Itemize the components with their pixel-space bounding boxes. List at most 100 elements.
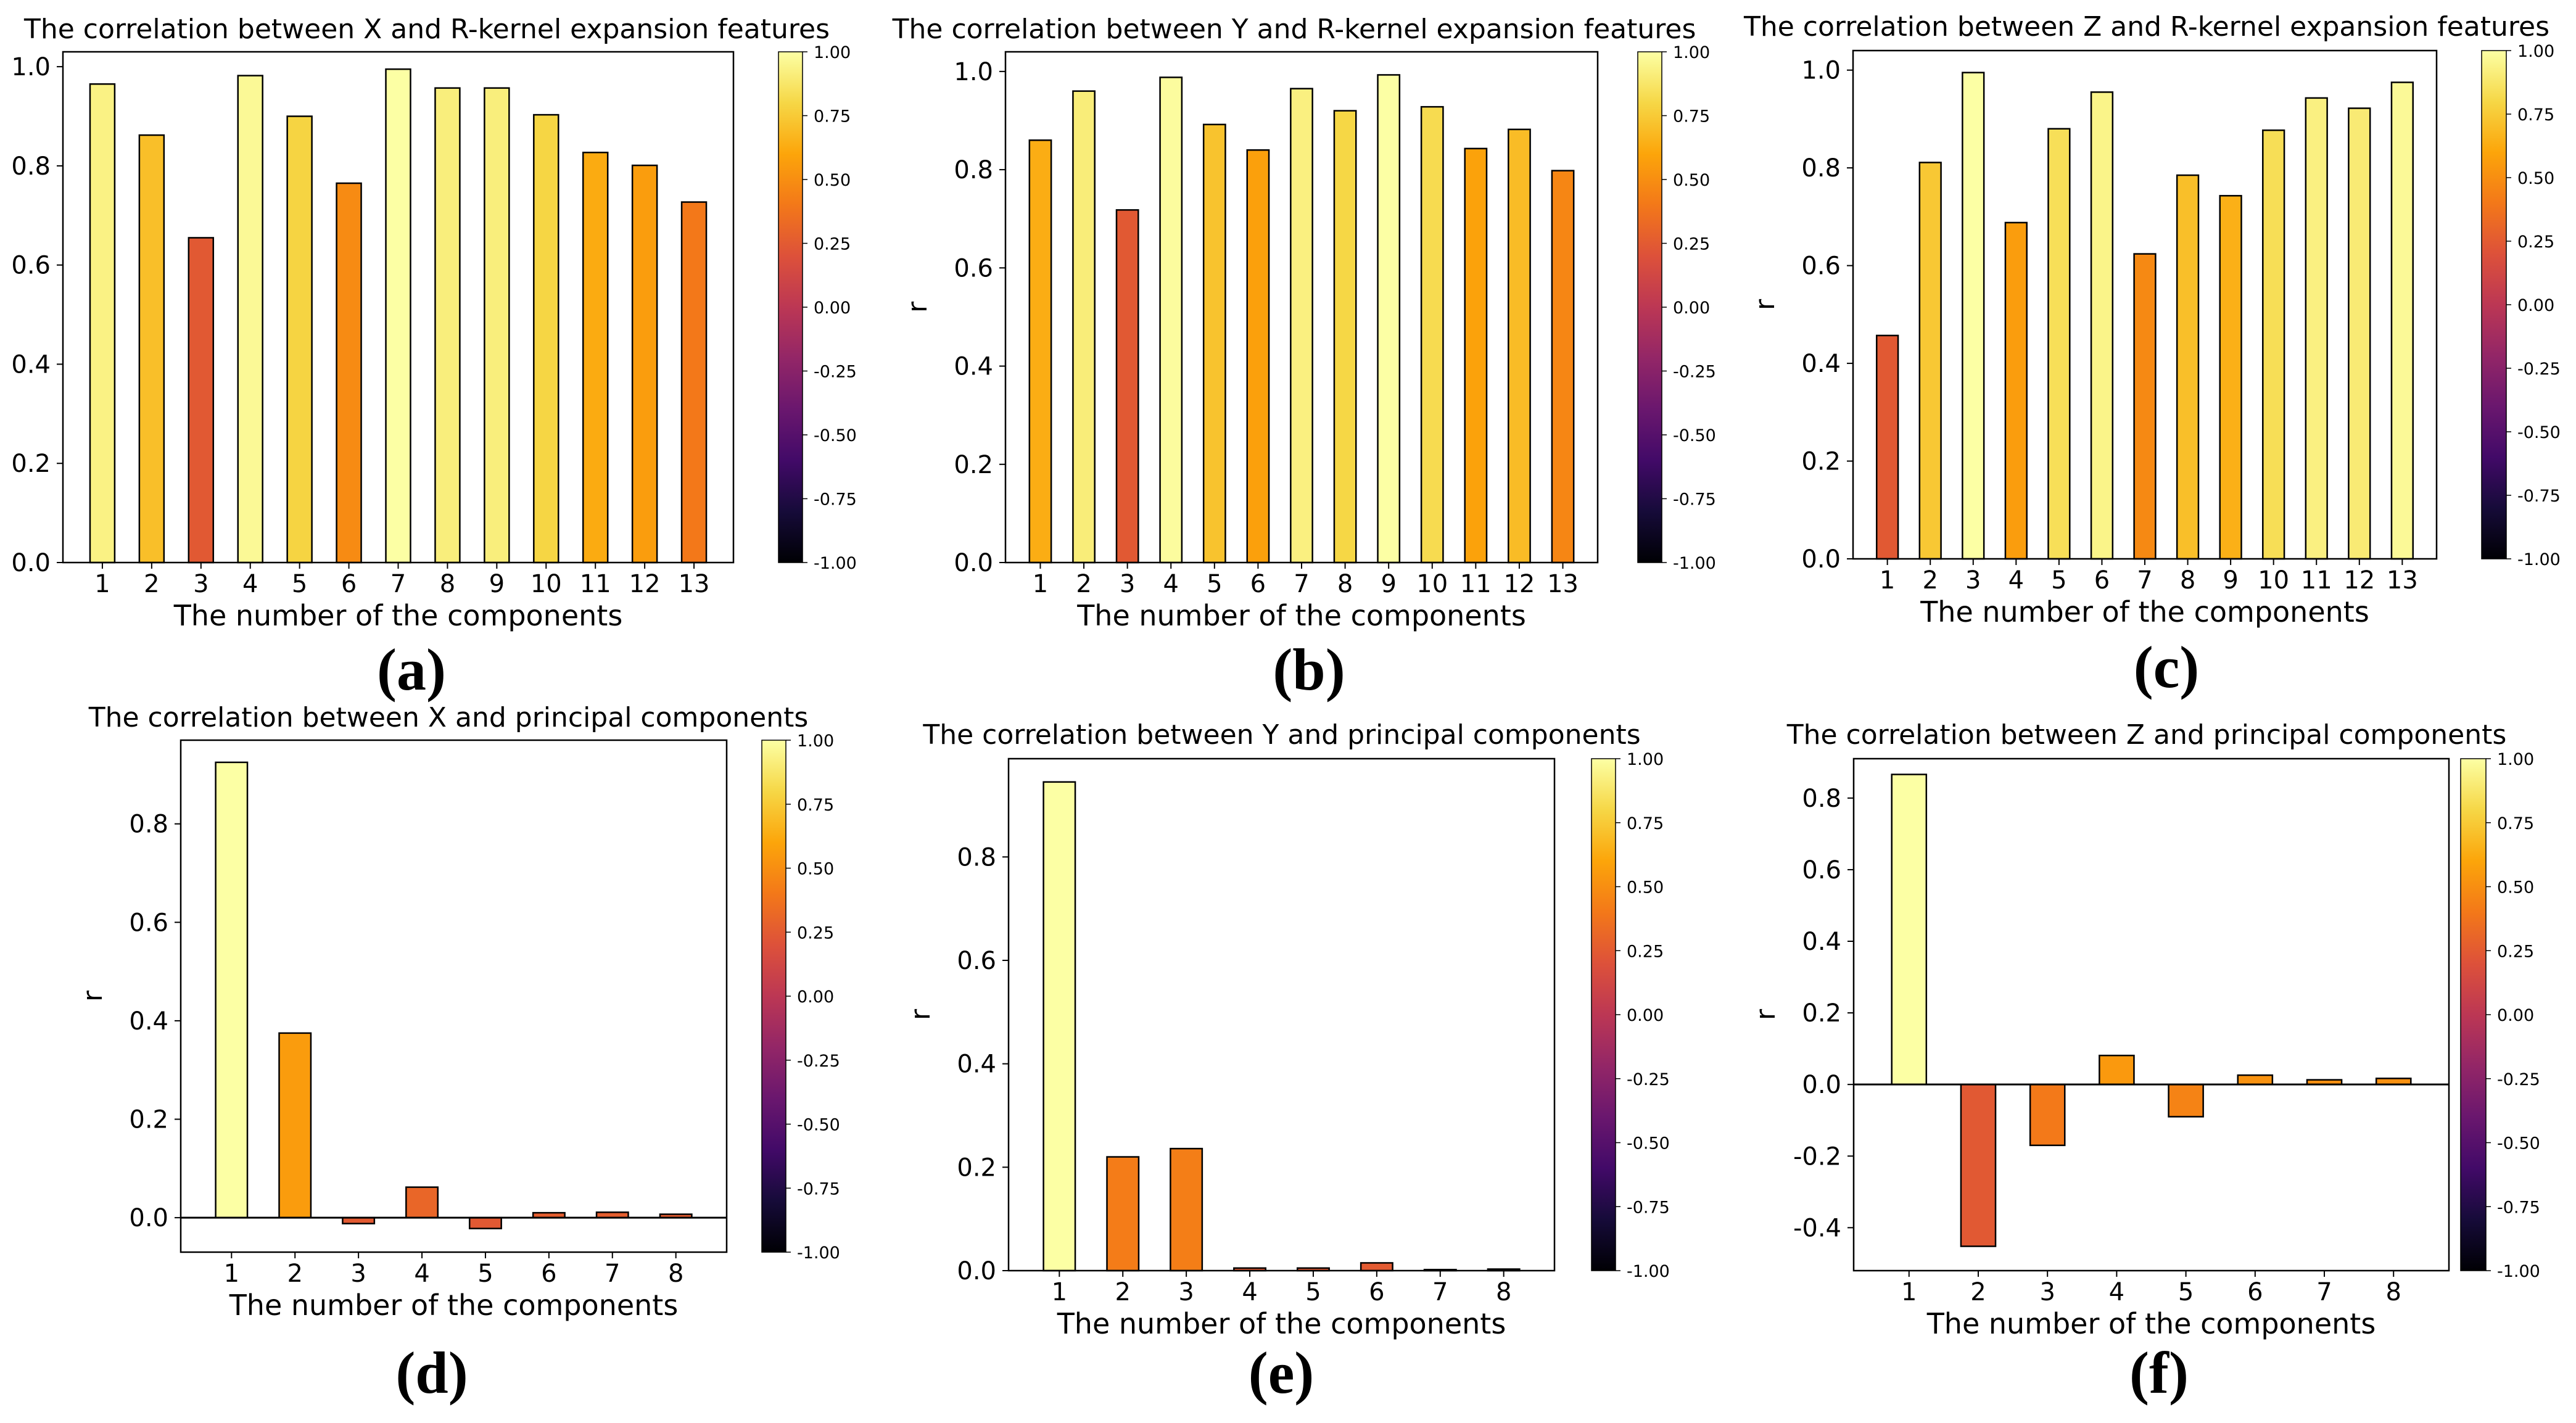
x-axis-label: The number of the components (1926, 1307, 2376, 1340)
x-tick-label: 9 (1381, 570, 1396, 598)
x-tick-label: 3 (1965, 566, 1981, 595)
y-axis-label: r (1749, 299, 1781, 310)
colorbar-tick-label: 1.00 (1627, 750, 1664, 769)
x-tick-label: 8 (1337, 570, 1353, 598)
colorbar (1591, 758, 1616, 1271)
x-tick-label: 3 (1120, 570, 1135, 598)
colorbar-tick-label: 1.00 (814, 43, 851, 62)
colorbar (778, 51, 803, 563)
bar-2 (1106, 1156, 1140, 1272)
bar-2 (1960, 1083, 1997, 1247)
y-axis-label: r (77, 990, 109, 1002)
x-tick-label: 13 (1547, 570, 1579, 598)
x-tick-label: 2 (1970, 1278, 1986, 1306)
colorbar-tick-label: -0.75 (1673, 490, 1716, 509)
axes-frame (62, 51, 735, 564)
bar-11 (2305, 97, 2328, 560)
x-tick-label: 5 (477, 1260, 493, 1288)
y-tick-label: 0.2 (954, 451, 993, 479)
bar-9 (2219, 195, 2242, 560)
panel-label: (d) (395, 1340, 468, 1406)
x-tick-label: 8 (2180, 566, 2195, 595)
colorbar (761, 740, 786, 1253)
y-tick-label: 1.0 (1801, 57, 1841, 85)
y-tick-label: 0.8 (1802, 785, 1841, 813)
colorbar-tick-label: 1.00 (2517, 42, 2554, 61)
bar-13 (2390, 81, 2414, 560)
panel-label: (f) (2129, 1340, 2189, 1406)
x-tick-label: 1 (1880, 566, 1895, 595)
colorbar-tick-label: 0.25 (797, 923, 834, 942)
y-tick-label: 0.4 (1801, 350, 1841, 378)
bar-5 (2168, 1083, 2204, 1118)
colorbar-tick-label: 0.00 (2497, 1006, 2534, 1025)
colorbar-tick-label: -0.50 (1673, 426, 1716, 445)
panel-b: The correlation between Y and R-kernel e… (892, 14, 1716, 703)
x-tick-label: 4 (2008, 566, 2024, 595)
y-tick-label: 0.6 (1802, 856, 1841, 885)
bar-8 (1333, 110, 1357, 564)
panel-f: The correlation between Z and principal … (1750, 719, 2540, 1406)
bar-8 (434, 87, 461, 564)
x-tick-label: 1 (224, 1260, 239, 1288)
bar-9 (484, 87, 510, 564)
x-tick-label: 5 (2051, 566, 2066, 595)
bar-10 (1420, 105, 1444, 564)
bar-4 (237, 75, 263, 564)
x-tick-label: 8 (2386, 1278, 2401, 1306)
bar-2 (138, 134, 165, 564)
bar-1 (1028, 139, 1052, 564)
x-tick-label: 13 (2387, 566, 2418, 595)
panel-e: The correlation between Y and principal … (905, 719, 1670, 1406)
bar-1 (1891, 773, 1928, 1086)
x-tick-label: 9 (489, 570, 505, 598)
y-tick-label: 0.2 (1802, 999, 1841, 1028)
x-tick-label: 12 (629, 570, 661, 598)
panel-d: The correlation between X and principal … (77, 702, 840, 1406)
colorbar-tick-label: 1.00 (797, 732, 834, 751)
x-tick-label: 7 (1294, 570, 1309, 598)
bar-2 (1918, 162, 1942, 560)
x-tick-label: 3 (2039, 1278, 2055, 1306)
x-tick-label: 1 (94, 570, 110, 598)
x-tick-label: 1 (1033, 570, 1048, 598)
x-tick-label: 7 (2137, 566, 2152, 595)
x-tick-label: 4 (242, 570, 258, 598)
colorbar-tick-label: -1.00 (2497, 1262, 2540, 1281)
panel-c: The correlation between Z and R-kernel e… (1743, 11, 2561, 700)
colorbar-tick-label: 0.00 (2517, 296, 2554, 315)
bar-5 (1202, 123, 1226, 564)
colorbar-tick-label: -0.25 (1627, 1070, 1670, 1089)
x-tick-label: 11 (580, 570, 611, 598)
x-tick-label: 2 (1076, 570, 1091, 598)
bar-7 (385, 68, 411, 564)
x-tick-label: 8 (1496, 1278, 1511, 1306)
bar-1 (215, 761, 249, 1219)
x-tick-label: 6 (2094, 566, 2110, 595)
x-axis-label: The number of the components (1920, 595, 2369, 629)
x-tick-label: 2 (144, 570, 159, 598)
bar-11 (582, 151, 609, 564)
x-axis-label: The number of the components (1076, 599, 1526, 632)
y-axis-label: r (902, 301, 933, 313)
x-tick-label: 4 (1163, 570, 1179, 598)
x-tick-label: 12 (2343, 566, 2375, 595)
panel-label: (e) (1249, 1340, 1315, 1406)
colorbar-tick-label: 0.75 (2517, 105, 2554, 125)
x-tick-label: 8 (668, 1260, 683, 1288)
bar-6 (1246, 149, 1270, 564)
bar-6 (2237, 1074, 2274, 1086)
y-tick-label: -0.4 (1793, 1214, 1841, 1242)
colorbar-tick-label: -0.75 (2497, 1198, 2540, 1217)
x-tick-label: 8 (440, 570, 455, 598)
x-tick-label: 6 (1369, 1278, 1384, 1306)
y-tick-label: 0.0 (1801, 545, 1841, 574)
chart-title: The correlation between Y and R-kernel e… (892, 14, 1696, 45)
y-tick-label: 0.8 (954, 156, 993, 184)
colorbar-tick-label: 1.00 (2497, 750, 2534, 769)
bar-1 (1876, 334, 1899, 560)
colorbar-tick-label: -0.75 (814, 490, 857, 509)
bar-3 (1170, 1147, 1203, 1272)
y-tick-label: 1.0 (954, 58, 993, 86)
axes-frame (1007, 757, 1556, 1272)
